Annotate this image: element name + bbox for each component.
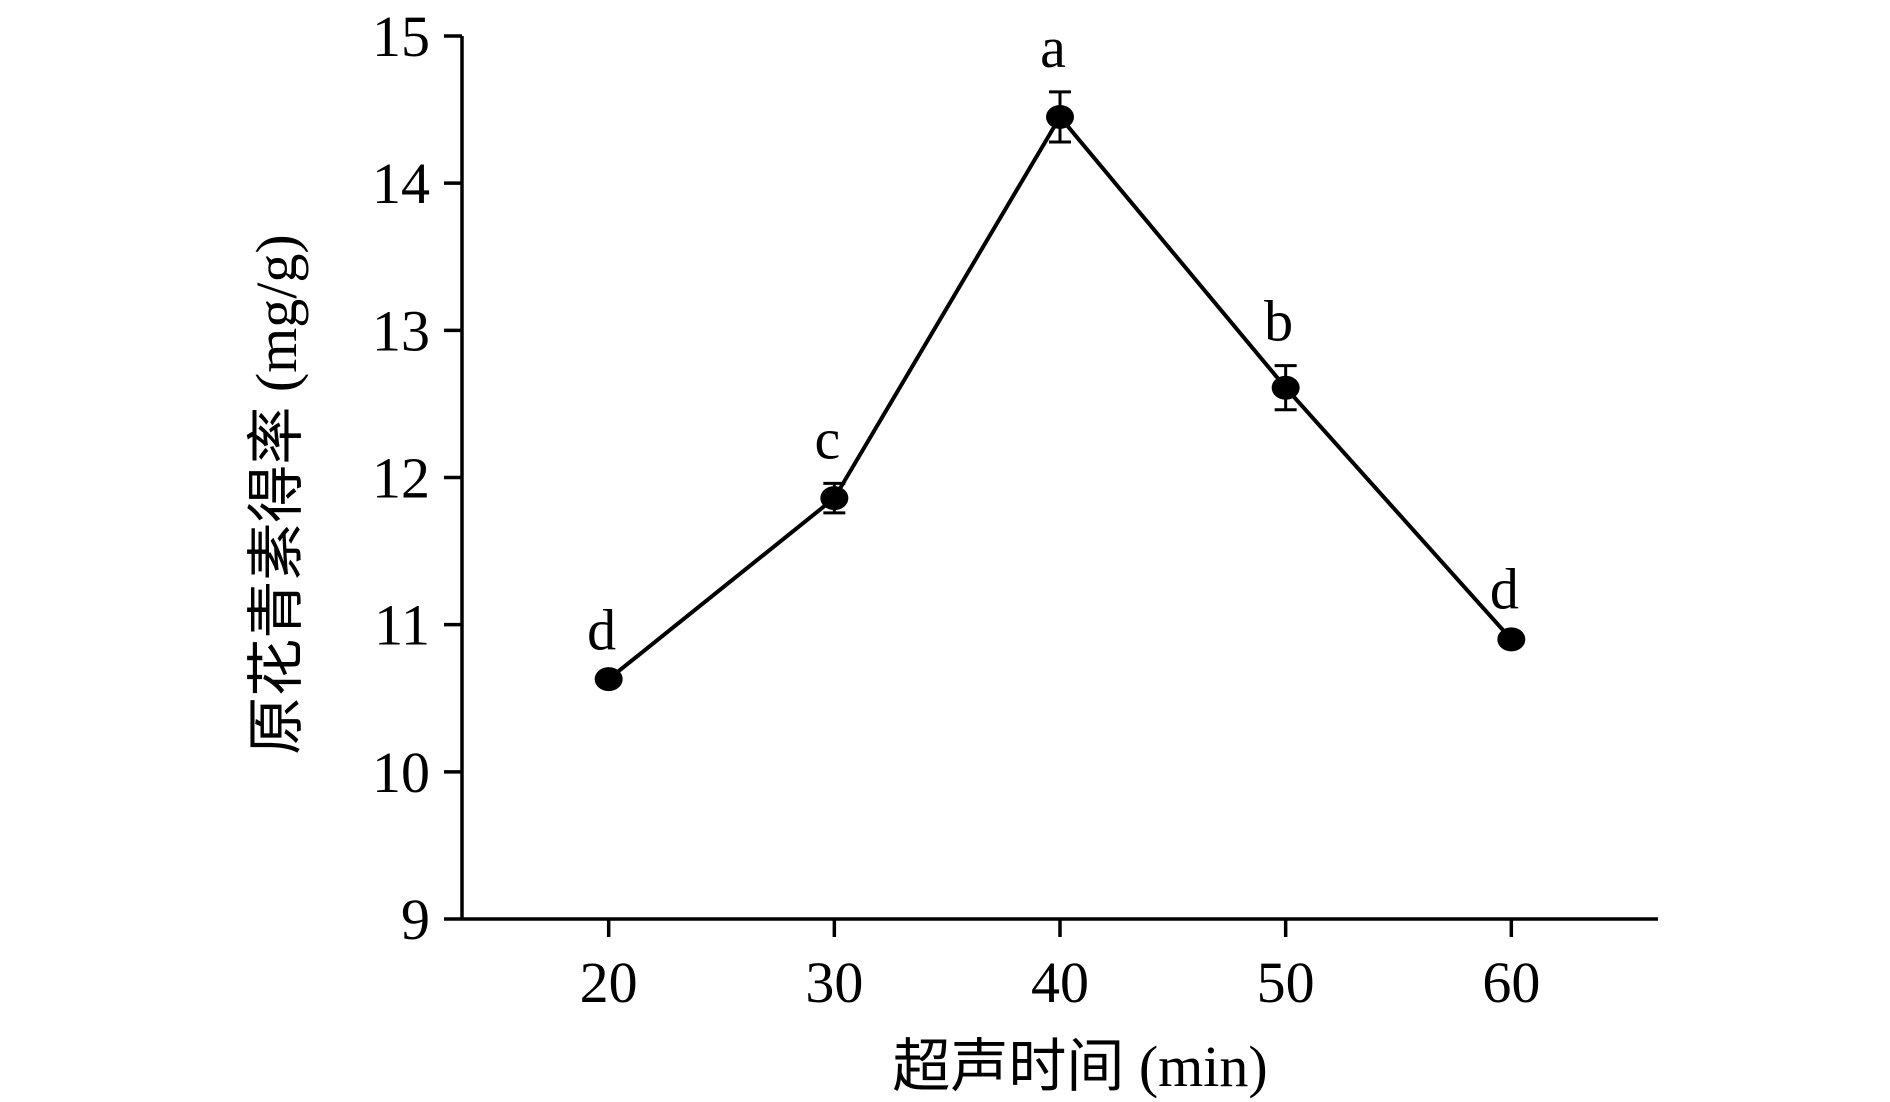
x-tick-label: 40: [1031, 950, 1089, 1015]
data-point: [1271, 375, 1300, 400]
y-tick-label: 12: [372, 446, 430, 511]
x-tick-label: 60: [1482, 950, 1540, 1015]
significance-label: d: [1490, 556, 1519, 621]
y-tick-label: 14: [372, 151, 430, 216]
data-point: [1497, 627, 1526, 652]
y-tick-label: 10: [372, 740, 430, 805]
x-axis-title: 超声时间 (min): [892, 1034, 1267, 1099]
plot-area: d c a b d: [587, 15, 1526, 692]
y-axis-title: 原花青素得率 (mg/g): [244, 234, 309, 754]
y-tick-label: 13: [372, 298, 430, 363]
significance-label: a: [1040, 15, 1066, 80]
significance-label: c: [814, 406, 840, 471]
significance-label: d: [587, 598, 616, 663]
x-tick-label: 30: [805, 950, 863, 1015]
x-tick-label: 20: [580, 950, 638, 1015]
data-point: [820, 486, 849, 511]
data-point: [594, 667, 623, 692]
axes: [460, 36, 1658, 921]
data-point: [1046, 104, 1074, 129]
y-tick-label: 9: [401, 887, 430, 952]
series-line: [607, 113, 1513, 681]
x-tick-label: 50: [1257, 950, 1315, 1015]
significance-label: b: [1264, 289, 1293, 354]
ticks: 9 10 11 12 13 14 15 20 30 40 50 60: [372, 4, 1540, 1015]
y-tick-label: 15: [372, 4, 430, 69]
y-tick-label: 11: [374, 593, 430, 658]
